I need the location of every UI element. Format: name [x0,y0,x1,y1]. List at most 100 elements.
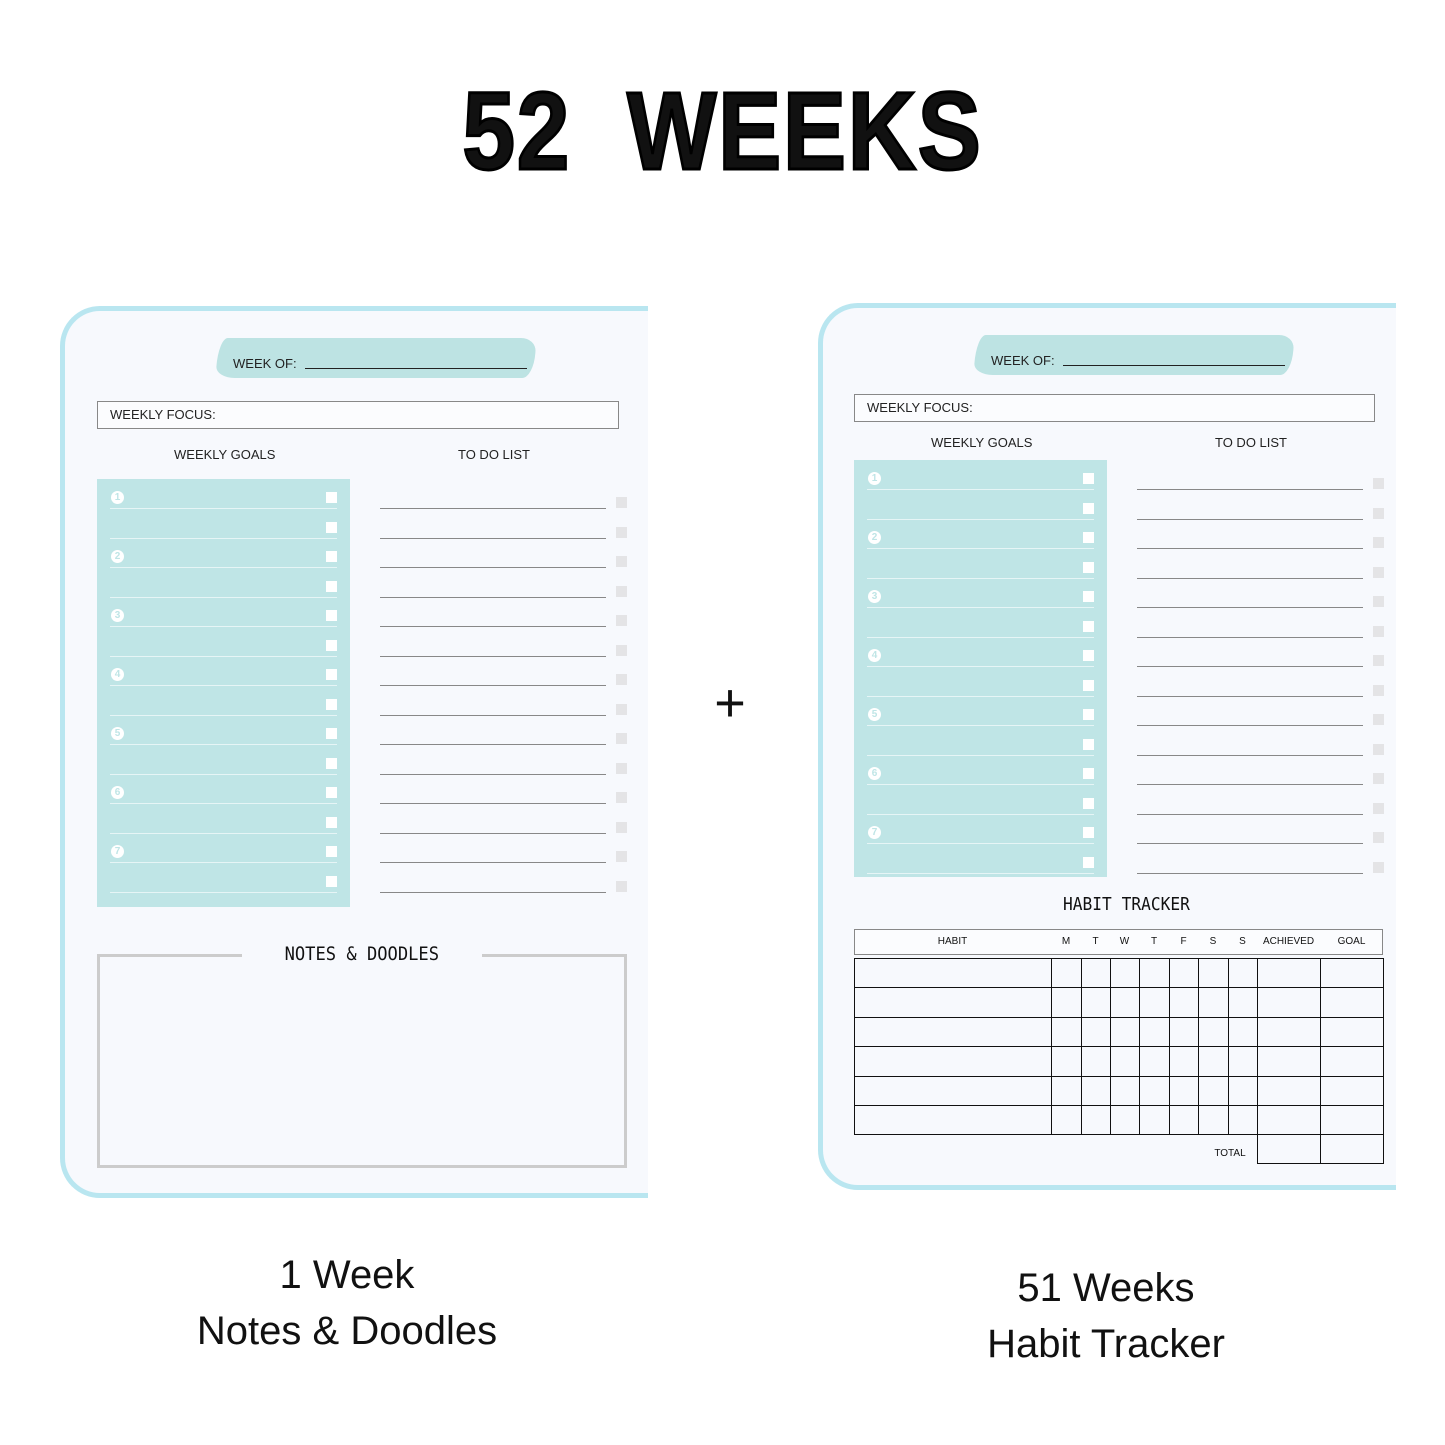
goal-checkbox[interactable] [1083,768,1094,779]
habit-cell[interactable] [1169,1075,1199,1106]
goal-checkbox[interactable] [1083,679,1094,691]
habit-cell[interactable] [1228,958,1258,989]
habit-cell[interactable] [1169,1105,1199,1136]
habit-cell[interactable] [1051,1075,1082,1106]
habit-cell[interactable] [1320,1016,1384,1048]
habit-cell[interactable] [1051,1105,1082,1136]
habit-cell[interactable] [1051,1046,1082,1077]
todo-checkbox[interactable] [616,556,627,567]
goal-checkbox[interactable] [326,492,337,503]
goal-checkbox[interactable] [1083,502,1094,514]
habit-cell[interactable] [1051,958,1082,989]
habit-cell[interactable] [1320,958,1384,989]
habit-cell[interactable] [1198,1075,1229,1106]
habit-cell[interactable] [1198,1016,1229,1048]
habit-cell[interactable] [854,987,1052,1018]
todo-checkbox[interactable] [1373,537,1384,548]
todo-checkbox[interactable] [1373,655,1384,666]
habit-cell[interactable] [854,1016,1052,1048]
goal-checkbox[interactable] [1083,591,1094,602]
goal-checkbox[interactable] [1083,856,1094,868]
todo-checkbox[interactable] [616,851,627,862]
habit-cell[interactable] [1228,987,1258,1018]
total-cell[interactable] [1257,1134,1321,1164]
goal-checkbox[interactable] [326,728,337,739]
habit-cell[interactable] [1198,1046,1229,1077]
todo-checkbox[interactable] [1373,566,1384,578]
habit-cell[interactable] [1257,1075,1321,1106]
goal-checkbox[interactable] [1083,709,1094,720]
habit-cell[interactable] [1198,1105,1229,1136]
goal-checkbox[interactable] [1083,827,1094,838]
habit-cell[interactable] [1228,1075,1258,1106]
habit-cell[interactable] [1320,1075,1384,1106]
habit-cell[interactable] [1051,1016,1082,1048]
goal-checkbox[interactable] [326,669,337,680]
habit-cell[interactable] [1169,1046,1199,1077]
goal-checkbox[interactable] [1083,650,1094,661]
todo-checkbox[interactable] [1373,478,1384,489]
habit-cell[interactable] [1198,987,1229,1018]
habit-cell[interactable] [1110,1075,1140,1106]
habit-cell[interactable] [1257,958,1321,989]
habit-cell[interactable] [1139,1105,1170,1136]
habit-cell[interactable] [854,1046,1052,1077]
goal-checkbox[interactable] [1083,797,1094,809]
habit-cell[interactable] [1081,1016,1111,1048]
goal-checkbox[interactable] [1083,620,1094,632]
habit-cell[interactable] [1051,987,1082,1018]
todo-checkbox[interactable] [1373,714,1384,725]
habit-cell[interactable] [854,1075,1052,1106]
todo-checkbox[interactable] [1373,832,1384,843]
habit-cell[interactable] [1198,958,1229,989]
habit-cell[interactable] [1139,958,1170,989]
todo-checkbox[interactable] [616,792,627,803]
habit-cell[interactable] [1169,1016,1199,1048]
total-cell[interactable] [1320,1134,1384,1164]
habit-cell[interactable] [1139,987,1170,1018]
habit-cell[interactable] [1228,1105,1258,1136]
habit-cell[interactable] [1139,1075,1170,1106]
habit-cell[interactable] [1110,1105,1140,1136]
goal-checkbox[interactable] [1083,738,1094,750]
goal-checkbox[interactable] [326,698,337,710]
todo-checkbox[interactable] [616,615,627,626]
todo-checkbox[interactable] [1373,773,1384,784]
todo-checkbox[interactable] [616,703,627,715]
habit-cell[interactable] [1228,1046,1258,1077]
todo-checkbox[interactable] [616,585,627,597]
habit-cell[interactable] [1257,1046,1321,1077]
habit-cell[interactable] [1110,1016,1140,1048]
goal-checkbox[interactable] [1083,532,1094,543]
todo-checkbox[interactable] [616,674,627,685]
habit-cell[interactable] [1228,1016,1258,1048]
habit-cell[interactable] [1257,987,1321,1018]
habit-cell[interactable] [1081,1075,1111,1106]
todo-checkbox[interactable] [1373,743,1384,755]
goal-checkbox[interactable] [326,610,337,621]
habit-cell[interactable] [1110,1046,1140,1077]
goal-checkbox[interactable] [1083,561,1094,573]
todo-checkbox[interactable] [616,762,627,774]
goal-checkbox[interactable] [1083,473,1094,484]
habit-cell[interactable] [1139,1046,1170,1077]
habit-cell[interactable] [1169,958,1199,989]
todo-checkbox[interactable] [616,526,627,538]
goal-checkbox[interactable] [326,551,337,562]
todo-checkbox[interactable] [1373,684,1384,696]
habit-cell[interactable] [1081,987,1111,1018]
goal-checkbox[interactable] [326,875,337,887]
habit-cell[interactable] [854,958,1052,989]
habit-cell[interactable] [1320,1046,1384,1077]
goal-checkbox[interactable] [326,757,337,769]
todo-checkbox[interactable] [1373,625,1384,637]
habit-cell[interactable] [1169,987,1199,1018]
goal-checkbox[interactable] [326,639,337,651]
goal-checkbox[interactable] [326,787,337,798]
habit-cell[interactable] [1320,987,1384,1018]
goal-checkbox[interactable] [326,521,337,533]
goal-checkbox[interactable] [326,580,337,592]
todo-checkbox[interactable] [616,497,627,508]
todo-checkbox[interactable] [1373,596,1384,607]
habit-cell[interactable] [1257,1105,1321,1136]
